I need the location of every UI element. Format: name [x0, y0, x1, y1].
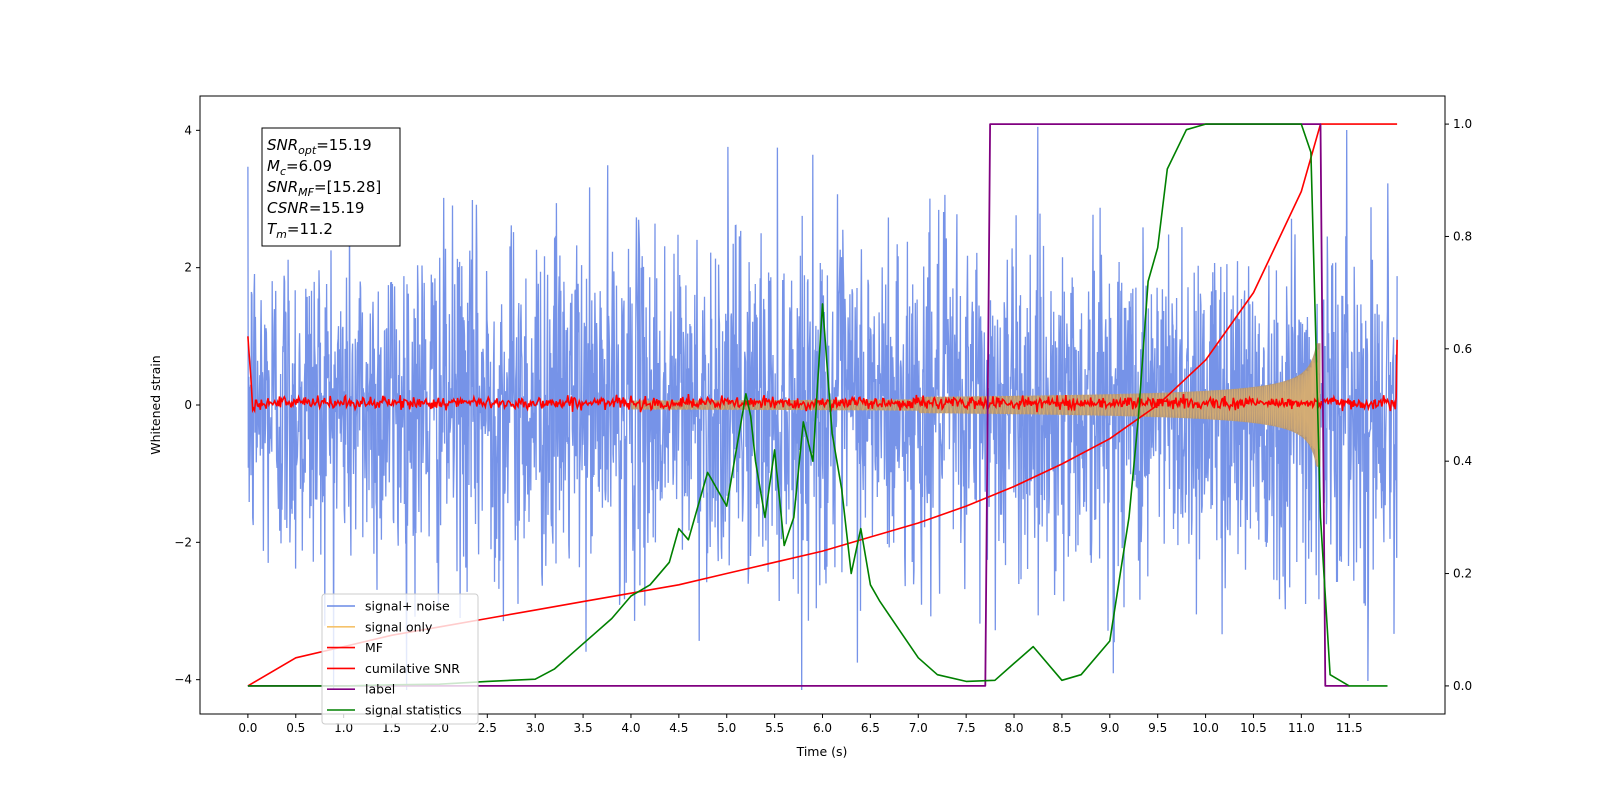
- legend-label: signal only: [365, 619, 433, 634]
- series-signal-statistics: [247, 123, 1388, 687]
- x-tick-label: 11.5: [1336, 721, 1363, 735]
- stats-line-csnr: CSNR=15.19: [267, 199, 364, 217]
- x-tick-label: 8.5: [1052, 721, 1071, 735]
- stats-box: SNRopt=15.19 Mc=6.09 SNRMF=[15.28] CSNR=…: [261, 127, 401, 247]
- stats-box-frame: [261, 127, 401, 247]
- x-tick-label: 5.5: [765, 721, 784, 735]
- legend-label: signal+ noise: [365, 599, 450, 614]
- y-axis-label: Whitened strain: [148, 355, 163, 454]
- x-tick-label: 6.0: [813, 721, 832, 735]
- stats-line-tm: Tm=11.2: [267, 220, 333, 241]
- x-tick-label: 0.0: [238, 721, 257, 735]
- y2-tick-label: 1.0: [1453, 117, 1472, 131]
- stats-line-mc: Mc=6.09: [267, 157, 332, 178]
- x-tick-label: 8.0: [1004, 721, 1023, 735]
- x-tick-label: 7.0: [909, 721, 928, 735]
- series-mf: [247, 336, 1398, 414]
- x-tick-label: 9.0: [1100, 721, 1119, 735]
- y-tick-label: 2: [184, 261, 192, 275]
- legend-label: MF: [365, 640, 383, 655]
- x-tick-label: 4.5: [669, 721, 688, 735]
- legend-frame: [321, 593, 479, 725]
- x-tick-label: 10.5: [1240, 721, 1267, 735]
- x-axis-label: Time (s): [796, 744, 848, 759]
- y2-tick-label: 0.2: [1453, 567, 1472, 581]
- x-tick-label: 3.5: [574, 721, 593, 735]
- y2-tick-label: 0.0: [1453, 679, 1472, 693]
- legend-label: cumilative SNR: [365, 661, 460, 676]
- y-tick-label: −2: [174, 535, 192, 549]
- x-tick-label: 6.5: [861, 721, 880, 735]
- x-tick-label: 10.0: [1192, 721, 1219, 735]
- x-tick-label: 2.5: [478, 721, 497, 735]
- x-tick-label: 11.0: [1288, 721, 1315, 735]
- x-tick-label: 0.5: [286, 721, 305, 735]
- stats-line-snr-mf: SNRMF=[15.28]: [267, 178, 381, 199]
- x-tick-label: 3.0: [526, 721, 545, 735]
- series-label: [247, 123, 1350, 687]
- x-tick-label: 5.0: [717, 721, 736, 735]
- y2-tick-label: 0.8: [1453, 229, 1472, 243]
- legend-label: label: [365, 682, 395, 697]
- series-signal-noise: [247, 126, 1398, 691]
- y-tick-label: −4: [174, 673, 192, 687]
- x-tick-label: 4.0: [621, 721, 640, 735]
- y-tick-label: 4: [184, 123, 192, 137]
- y2-tick-label: 0.6: [1453, 342, 1472, 356]
- legend: signal+ noise signal only MF cumilative SNR…: [321, 593, 479, 725]
- y2-tick-label: 0.4: [1453, 454, 1472, 468]
- y-tick-label: 0: [184, 398, 192, 412]
- x-tick-label: 9.5: [1148, 721, 1167, 735]
- x-tick-label: 7.5: [957, 721, 976, 735]
- stats-line-snr-opt: SNRopt=15.19: [267, 136, 372, 157]
- legend-label: signal statistics: [365, 703, 462, 718]
